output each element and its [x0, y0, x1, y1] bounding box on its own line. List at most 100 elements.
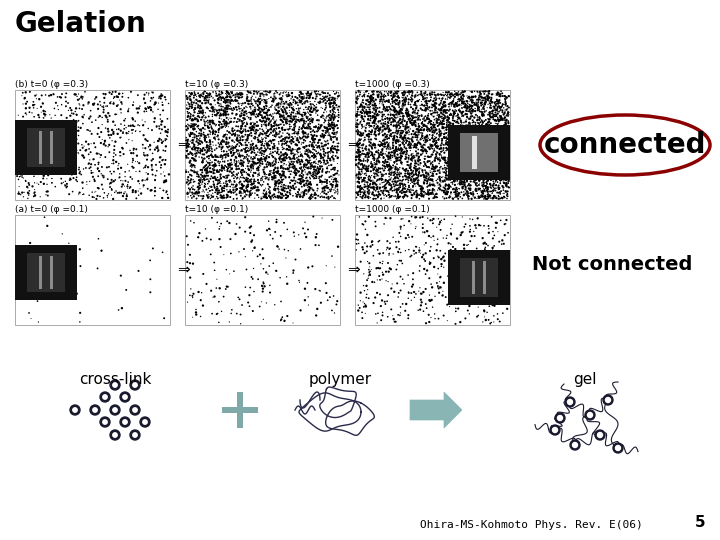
Point: [204, 136, 215, 145]
Point: [429, 126, 441, 135]
Point: [366, 130, 377, 139]
Point: [189, 121, 201, 130]
Point: [447, 106, 459, 114]
Point: [267, 161, 279, 170]
Point: [480, 94, 492, 103]
Point: [298, 191, 310, 200]
Point: [464, 107, 476, 116]
Point: [89, 188, 101, 197]
Point: [248, 231, 260, 240]
Point: [472, 175, 483, 184]
Point: [454, 256, 465, 265]
Point: [256, 113, 268, 122]
Point: [446, 92, 457, 101]
Point: [482, 194, 494, 202]
Point: [441, 122, 453, 131]
Point: [359, 117, 370, 125]
Point: [269, 103, 281, 111]
Point: [322, 126, 333, 134]
Point: [33, 131, 45, 139]
Point: [314, 97, 325, 106]
Point: [256, 151, 267, 159]
Point: [386, 87, 397, 96]
Point: [373, 164, 384, 173]
Point: [395, 153, 407, 162]
Point: [78, 153, 90, 162]
Point: [457, 94, 469, 103]
Point: [387, 106, 399, 114]
Point: [461, 249, 472, 258]
Point: [390, 88, 402, 97]
Point: [281, 129, 292, 138]
Point: [268, 113, 279, 122]
Point: [222, 102, 234, 110]
Point: [462, 241, 473, 249]
Point: [490, 224, 502, 232]
Point: [499, 193, 510, 202]
Point: [442, 185, 454, 193]
Point: [217, 103, 229, 111]
Point: [457, 182, 469, 191]
Point: [439, 163, 451, 172]
Point: [281, 273, 292, 281]
Point: [207, 167, 219, 176]
Point: [392, 87, 404, 96]
Point: [468, 118, 480, 126]
Point: [480, 166, 492, 174]
Point: [254, 251, 266, 259]
Point: [61, 117, 73, 125]
Point: [115, 188, 127, 197]
Point: [397, 104, 409, 112]
Point: [208, 161, 220, 170]
Point: [251, 141, 262, 150]
Point: [480, 178, 492, 187]
Point: [359, 90, 370, 99]
Point: [372, 122, 383, 130]
Point: [195, 174, 207, 183]
Point: [472, 97, 484, 105]
Point: [277, 118, 289, 126]
Bar: [460, 258, 498, 297]
Point: [314, 165, 325, 173]
Point: [247, 121, 258, 130]
Point: [448, 109, 459, 118]
Point: [408, 249, 420, 258]
Point: [425, 160, 436, 169]
Point: [438, 148, 450, 157]
Point: [486, 166, 498, 174]
Point: [390, 185, 402, 194]
Point: [324, 91, 336, 99]
Point: [276, 93, 287, 102]
Point: [225, 187, 237, 196]
Point: [252, 133, 264, 142]
Point: [243, 172, 255, 180]
Point: [428, 102, 440, 110]
Point: [252, 105, 264, 114]
Point: [328, 87, 339, 96]
Point: [483, 117, 495, 126]
Point: [286, 136, 297, 145]
Point: [235, 138, 246, 147]
Point: [299, 187, 310, 195]
Point: [427, 88, 438, 97]
Point: [207, 147, 218, 156]
Point: [269, 119, 280, 127]
Point: [462, 122, 474, 131]
Point: [487, 246, 498, 254]
Point: [428, 145, 440, 153]
Point: [235, 128, 246, 137]
Point: [435, 141, 446, 150]
Point: [253, 178, 265, 187]
Point: [307, 145, 319, 153]
Point: [208, 134, 220, 143]
Point: [291, 118, 302, 126]
Point: [23, 189, 35, 198]
Point: [503, 158, 515, 166]
Point: [353, 158, 364, 167]
Point: [277, 92, 289, 100]
Point: [400, 188, 411, 197]
Point: [410, 224, 421, 233]
Point: [273, 99, 284, 107]
Point: [287, 168, 299, 177]
Point: [441, 181, 453, 190]
